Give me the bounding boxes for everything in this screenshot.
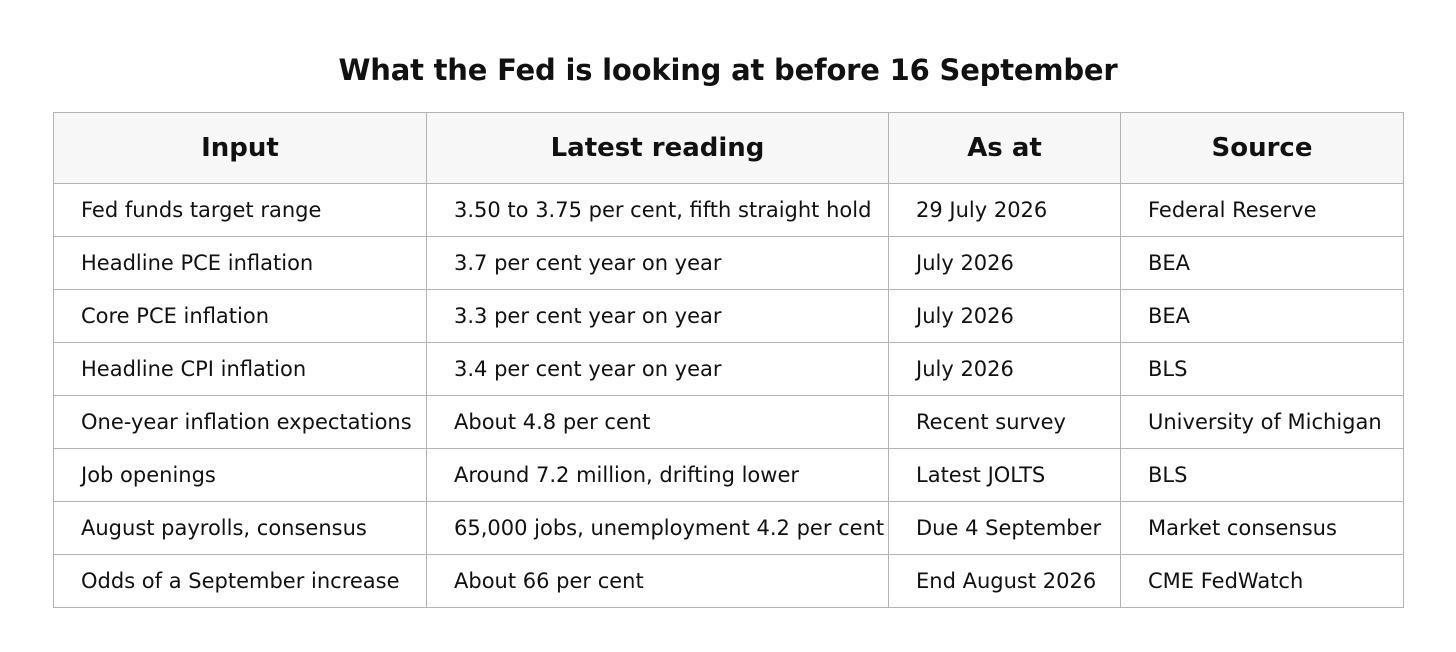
cell-as-at: 29 July 2026 bbox=[888, 183, 1121, 237]
cell-source: University of Michigan bbox=[1120, 395, 1404, 449]
cell-latest-reading: 3.4 per cent year on year bbox=[426, 342, 889, 396]
table-body: Fed funds target range 3.50 to 3.75 per … bbox=[53, 183, 1404, 608]
column-header-source: Source bbox=[1120, 112, 1404, 184]
column-header-as-at: As at bbox=[888, 112, 1121, 184]
cell-latest-reading: 3.50 to 3.75 per cent, fifth straight ho… bbox=[426, 183, 889, 237]
cell-latest-reading: About 4.8 per cent bbox=[426, 395, 889, 449]
column-header-input: Input bbox=[53, 112, 427, 184]
cell-input: Headline CPI inflation bbox=[53, 342, 427, 396]
cell-input: Fed funds target range bbox=[53, 183, 427, 237]
table-row: Odds of a September increase About 66 pe… bbox=[53, 554, 1404, 608]
cell-as-at: July 2026 bbox=[888, 289, 1121, 343]
cell-as-at: End August 2026 bbox=[888, 554, 1121, 608]
cell-input: August payrolls, consensus bbox=[53, 501, 427, 555]
cell-source: BLS bbox=[1120, 448, 1404, 502]
table-header: Input Latest reading As at Source bbox=[53, 112, 1404, 184]
table-row: Headline PCE inflation 3.7 per cent year… bbox=[53, 236, 1404, 290]
header-row: Input Latest reading As at Source bbox=[53, 112, 1404, 184]
cell-source: Federal Reserve bbox=[1120, 183, 1404, 237]
cell-input: Job openings bbox=[53, 448, 427, 502]
cell-latest-reading: Around 7.2 million, drifting lower bbox=[426, 448, 889, 502]
cell-latest-reading: About 66 per cent bbox=[426, 554, 889, 608]
page-title: What the Fed is looking at before 16 Sep… bbox=[338, 53, 1118, 87]
table-row: One-year inflation expectations About 4.… bbox=[53, 395, 1404, 449]
cell-input: Odds of a September increase bbox=[53, 554, 427, 608]
data-table: Input Latest reading As at Source Fed fu… bbox=[53, 112, 1404, 608]
table-row: Headline CPI inflation 3.4 per cent year… bbox=[53, 342, 1404, 396]
cell-as-at: Recent survey bbox=[888, 395, 1121, 449]
cell-source: Market consensus bbox=[1120, 501, 1404, 555]
column-header-latest-reading: Latest reading bbox=[426, 112, 889, 184]
table-row: Job openings Around 7.2 million, driftin… bbox=[53, 448, 1404, 502]
cell-source: BLS bbox=[1120, 342, 1404, 396]
cell-as-at: July 2026 bbox=[888, 342, 1121, 396]
table-row: Fed funds target range 3.50 to 3.75 per … bbox=[53, 183, 1404, 237]
cell-as-at: Latest JOLTS bbox=[888, 448, 1121, 502]
cell-source: BEA bbox=[1120, 236, 1404, 290]
table-row: August payrolls, consensus 65,000 jobs, … bbox=[53, 501, 1404, 555]
cell-latest-reading: 3.3 per cent year on year bbox=[426, 289, 889, 343]
cell-input: One-year inflation expectations bbox=[53, 395, 427, 449]
cell-input: Core PCE inflation bbox=[53, 289, 427, 343]
cell-latest-reading: 3.7 per cent year on year bbox=[426, 236, 889, 290]
cell-latest-reading: 65,000 jobs, unemployment 4.2 per cent bbox=[426, 501, 889, 555]
cell-source: CME FedWatch bbox=[1120, 554, 1404, 608]
table-row: Core PCE inflation 3.3 per cent year on … bbox=[53, 289, 1404, 343]
cell-as-at: Due 4 September bbox=[888, 501, 1121, 555]
cell-as-at: July 2026 bbox=[888, 236, 1121, 290]
cell-input: Headline PCE inflation bbox=[53, 236, 427, 290]
cell-source: BEA bbox=[1120, 289, 1404, 343]
